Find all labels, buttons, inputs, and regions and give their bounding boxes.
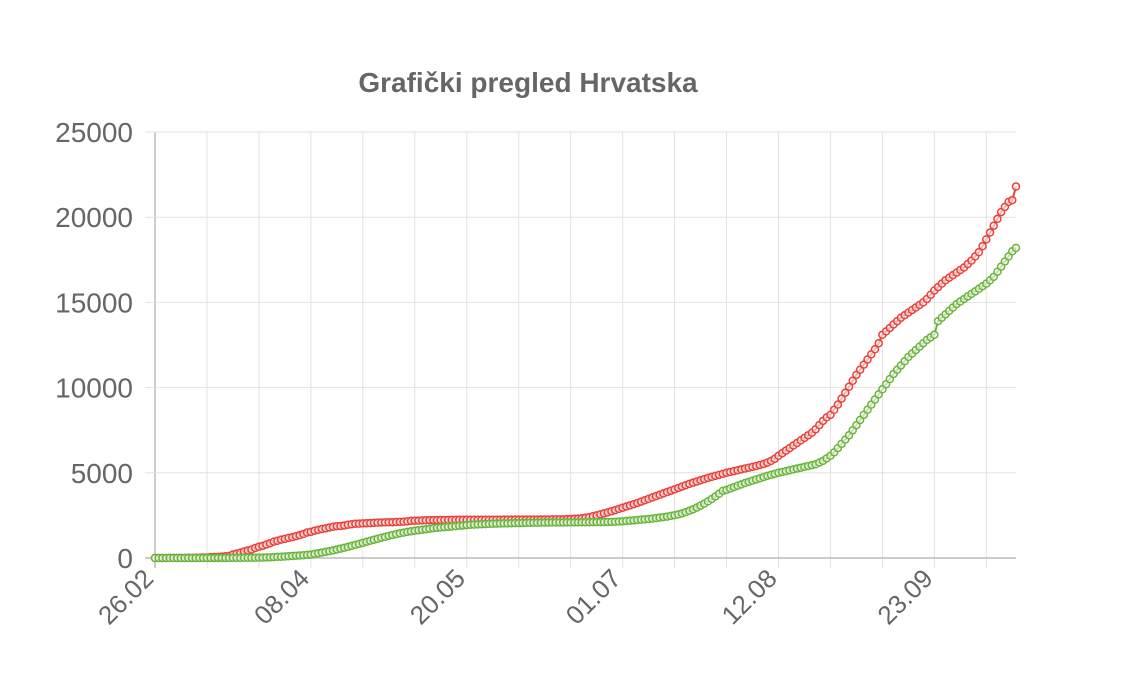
point bbox=[833, 400, 843, 409]
point bbox=[985, 228, 995, 237]
chart-title: Grafički pregled Hrvatska bbox=[358, 67, 698, 98]
point bbox=[844, 382, 854, 391]
series-line bbox=[155, 247, 1017, 559]
y-tick-label: 10000 bbox=[55, 373, 133, 404]
point bbox=[1011, 243, 1021, 253]
x-tick-label: 01.07 bbox=[560, 563, 627, 630]
y-tick-label: 25000 bbox=[55, 117, 133, 148]
point bbox=[874, 339, 883, 348]
x-tick-label: 08.04 bbox=[248, 563, 315, 630]
point bbox=[837, 394, 846, 403]
point bbox=[848, 376, 857, 386]
series-points bbox=[150, 182, 1021, 563]
point bbox=[993, 214, 1002, 224]
x-tick-label: 23.09 bbox=[871, 563, 938, 630]
y-tick-label: 5000 bbox=[71, 458, 133, 489]
series-points bbox=[150, 243, 1021, 563]
y-tick-label: 20000 bbox=[55, 202, 133, 233]
point bbox=[930, 330, 939, 340]
point bbox=[989, 221, 998, 230]
x-tick-label: 12.08 bbox=[715, 563, 782, 630]
point bbox=[982, 235, 991, 244]
point bbox=[974, 247, 984, 257]
point bbox=[1011, 182, 1021, 191]
y-tick-label: 0 bbox=[117, 543, 133, 574]
point bbox=[841, 388, 850, 397]
x-tick-label: 20.05 bbox=[404, 563, 471, 630]
point bbox=[870, 345, 880, 354]
point bbox=[978, 241, 987, 251]
series-line bbox=[155, 186, 1017, 559]
y-tick-label: 15000 bbox=[55, 287, 133, 318]
point bbox=[1008, 195, 1017, 205]
